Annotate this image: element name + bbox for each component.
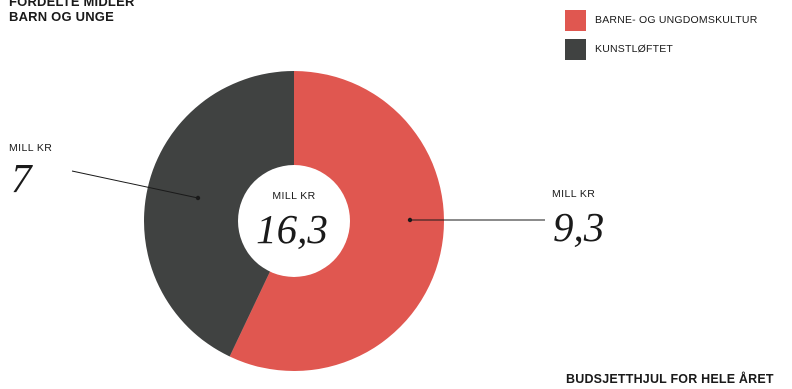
donut-hole [238, 165, 350, 277]
slice-value-label-kunstloftet: 7 [11, 155, 33, 201]
leader-dot-barne-ungdom [407, 217, 413, 223]
legend-swatch-barne-ungdom [565, 9, 586, 31]
footer-label: BUDSJETTHJUL FOR HELE ÅRET [566, 372, 774, 386]
slice-unit-label-kunstloftet: MILL KR [9, 142, 52, 154]
legend-item-kunstloftet: KUNSTLØFTET [565, 38, 758, 60]
total-value-label: 16,3 [256, 206, 328, 252]
chart-title: FORDELTE MIDLER BARN OG UNGE [9, 0, 135, 24]
legend: BARNE- OG UNGDOMSKULTUR KUNSTLØFTET [565, 9, 758, 67]
slice-kunstloftet [143, 71, 294, 357]
leader-dot-kunstloftet [195, 195, 201, 201]
chart-title-line1: FORDELTE MIDLER [9, 0, 135, 9]
legend-swatch-kunstloftet [565, 38, 586, 60]
legend-label-kunstloftet: KUNSTLØFTET [595, 43, 674, 55]
slice-value-label-barne-ungdom: 9,3 [553, 204, 604, 250]
chart-title-line2: BARN OG UNGE [9, 9, 114, 24]
legend-item-barne-ungdom: BARNE- OG UNGDOMSKULTUR [565, 9, 758, 31]
total-unit-label: MILL KR [272, 190, 315, 202]
leader-line-kunstloftet [71, 170, 199, 199]
legend-label-barne-ungdom: BARNE- OG UNGDOMSKULTUR [595, 14, 758, 26]
slice-unit-label-barne-ungdom: MILL KR [552, 188, 595, 200]
